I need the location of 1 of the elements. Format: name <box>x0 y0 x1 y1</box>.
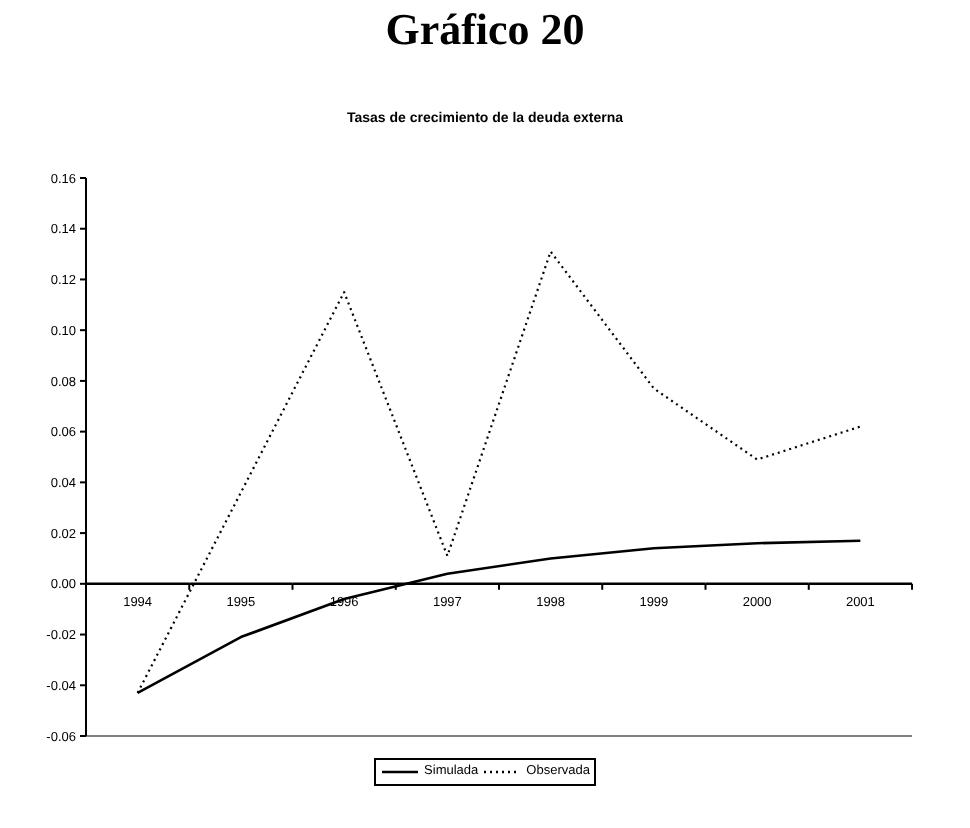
chart-title: Gráfico 20 <box>383 2 587 58</box>
